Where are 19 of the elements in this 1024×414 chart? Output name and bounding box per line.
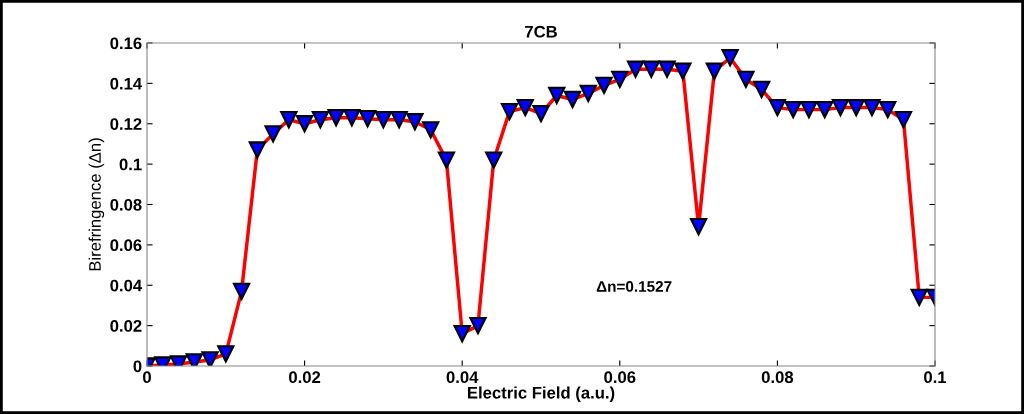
- y-tick-label: 0: [133, 360, 142, 373]
- x-tick-label: 0.04: [446, 371, 479, 384]
- y-tick-label: 0.02: [110, 320, 142, 332]
- y-tick-label: 0.16: [110, 37, 142, 50]
- y-tick-label: 0.04: [110, 279, 143, 292]
- x-axis-title: Electric Field (a.u.): [468, 386, 615, 402]
- x-tick-label: 0.02: [289, 371, 321, 384]
- x-tick-label: 0: [143, 371, 151, 384]
- y-tick-label: 0.06: [110, 239, 142, 252]
- chart-title: 7CB: [525, 25, 557, 38]
- y-tick-label: 0.14: [110, 77, 143, 90]
- y-tick-label: 0.1: [119, 158, 142, 171]
- y-tick-label: 0.12: [110, 118, 142, 130]
- x-tick-label: 0.08: [761, 371, 794, 384]
- x-tick-label: 0.1: [924, 371, 947, 384]
- y-tick-label: 0.08: [110, 198, 142, 211]
- x-tick-label: 0.06: [604, 371, 636, 384]
- y-axis-title: Birefringence (Δn): [88, 138, 105, 271]
- annotation: Δn=0.1527: [596, 281, 672, 292]
